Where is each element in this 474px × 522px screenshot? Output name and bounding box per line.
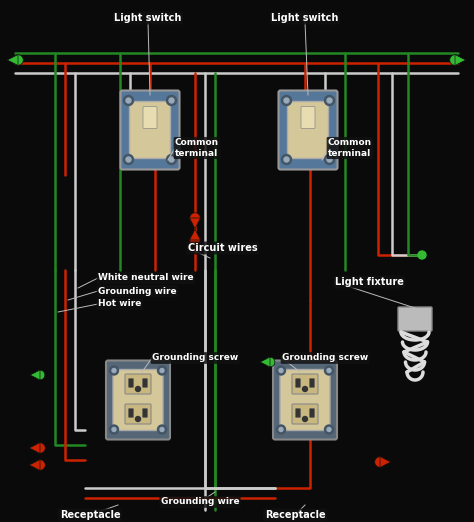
Circle shape bbox=[157, 425, 166, 434]
Polygon shape bbox=[260, 357, 270, 367]
Circle shape bbox=[327, 98, 332, 103]
FancyBboxPatch shape bbox=[143, 106, 157, 128]
FancyBboxPatch shape bbox=[292, 404, 318, 424]
Circle shape bbox=[160, 369, 164, 373]
Circle shape bbox=[124, 96, 134, 105]
Text: Light switch: Light switch bbox=[271, 13, 339, 23]
Circle shape bbox=[109, 425, 118, 434]
Circle shape bbox=[166, 96, 176, 105]
FancyBboxPatch shape bbox=[292, 374, 318, 394]
Circle shape bbox=[136, 386, 140, 392]
FancyBboxPatch shape bbox=[310, 409, 314, 417]
Text: Light switch: Light switch bbox=[114, 13, 182, 23]
Polygon shape bbox=[455, 55, 466, 65]
Circle shape bbox=[325, 366, 334, 375]
Circle shape bbox=[169, 98, 174, 103]
FancyBboxPatch shape bbox=[301, 106, 315, 128]
Text: White neutral wire: White neutral wire bbox=[98, 274, 193, 282]
Text: Grounding wire: Grounding wire bbox=[161, 497, 239, 506]
Text: Light fixture: Light fixture bbox=[335, 277, 404, 287]
Circle shape bbox=[112, 428, 116, 432]
Circle shape bbox=[276, 425, 285, 434]
Circle shape bbox=[157, 366, 166, 375]
Text: Common
terminal: Common terminal bbox=[328, 138, 372, 158]
Circle shape bbox=[126, 98, 131, 103]
Circle shape bbox=[284, 157, 289, 162]
Circle shape bbox=[282, 96, 292, 105]
Circle shape bbox=[327, 157, 332, 162]
FancyBboxPatch shape bbox=[125, 374, 151, 394]
Polygon shape bbox=[29, 443, 40, 454]
Circle shape bbox=[302, 417, 308, 421]
FancyBboxPatch shape bbox=[143, 409, 147, 417]
FancyBboxPatch shape bbox=[129, 101, 171, 159]
Polygon shape bbox=[190, 229, 201, 240]
Text: Hot wire: Hot wire bbox=[98, 300, 141, 309]
Circle shape bbox=[284, 98, 289, 103]
Text: Grounding screw: Grounding screw bbox=[282, 353, 368, 362]
Circle shape bbox=[136, 417, 140, 421]
Circle shape bbox=[169, 157, 174, 162]
FancyBboxPatch shape bbox=[143, 378, 147, 387]
Circle shape bbox=[126, 157, 131, 162]
FancyBboxPatch shape bbox=[120, 90, 180, 170]
FancyBboxPatch shape bbox=[310, 378, 314, 387]
Circle shape bbox=[325, 96, 335, 105]
Circle shape bbox=[327, 369, 331, 373]
FancyBboxPatch shape bbox=[288, 101, 328, 159]
Polygon shape bbox=[265, 357, 275, 367]
Text: Receptacle: Receptacle bbox=[264, 510, 325, 520]
Circle shape bbox=[124, 155, 134, 164]
Circle shape bbox=[109, 366, 118, 375]
Polygon shape bbox=[190, 212, 201, 223]
FancyBboxPatch shape bbox=[273, 361, 337, 440]
Polygon shape bbox=[13, 55, 23, 65]
FancyBboxPatch shape bbox=[296, 409, 301, 417]
Circle shape bbox=[302, 386, 308, 392]
Polygon shape bbox=[380, 457, 391, 467]
Polygon shape bbox=[190, 234, 201, 245]
Polygon shape bbox=[35, 459, 46, 470]
Text: Receptacle: Receptacle bbox=[60, 510, 120, 520]
FancyBboxPatch shape bbox=[296, 378, 301, 387]
Circle shape bbox=[166, 155, 176, 164]
FancyBboxPatch shape bbox=[113, 370, 163, 431]
Polygon shape bbox=[374, 457, 385, 467]
FancyBboxPatch shape bbox=[398, 307, 432, 331]
Circle shape bbox=[325, 155, 335, 164]
Polygon shape bbox=[35, 443, 46, 454]
FancyBboxPatch shape bbox=[125, 404, 151, 424]
Circle shape bbox=[160, 428, 164, 432]
Polygon shape bbox=[30, 370, 40, 380]
Text: Common
terminal: Common terminal bbox=[175, 138, 219, 158]
Polygon shape bbox=[7, 55, 18, 65]
FancyBboxPatch shape bbox=[106, 361, 170, 440]
FancyBboxPatch shape bbox=[129, 409, 133, 417]
FancyBboxPatch shape bbox=[129, 378, 133, 387]
Polygon shape bbox=[450, 55, 460, 65]
Text: Grounding wire: Grounding wire bbox=[98, 287, 177, 295]
Circle shape bbox=[279, 428, 283, 432]
Circle shape bbox=[276, 366, 285, 375]
Text: Grounding screw: Grounding screw bbox=[152, 353, 238, 362]
Circle shape bbox=[279, 369, 283, 373]
Text: Circuit wires: Circuit wires bbox=[188, 243, 258, 253]
Polygon shape bbox=[29, 459, 40, 470]
Circle shape bbox=[418, 251, 426, 259]
Circle shape bbox=[282, 155, 292, 164]
Polygon shape bbox=[35, 370, 45, 380]
Circle shape bbox=[112, 369, 116, 373]
FancyBboxPatch shape bbox=[279, 90, 337, 170]
Polygon shape bbox=[190, 218, 201, 229]
Circle shape bbox=[327, 428, 331, 432]
Circle shape bbox=[325, 425, 334, 434]
FancyBboxPatch shape bbox=[280, 370, 330, 431]
